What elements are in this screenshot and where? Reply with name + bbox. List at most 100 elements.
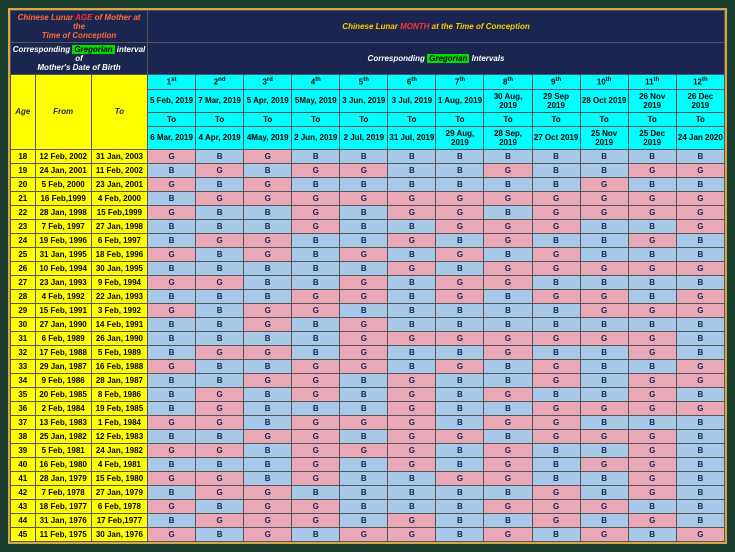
gender-cell: B bbox=[244, 289, 292, 303]
month-start-7: 30 Aug, 2019 bbox=[484, 89, 532, 112]
gender-cell: B bbox=[628, 177, 676, 191]
month-ord-6: 7th bbox=[436, 75, 484, 90]
gender-cell: B bbox=[436, 303, 484, 317]
gender-cell: B bbox=[148, 457, 196, 471]
gender-cell: B bbox=[340, 205, 388, 219]
from-cell: 9 Feb, 1986 bbox=[35, 373, 91, 387]
gender-cell: B bbox=[580, 219, 628, 233]
gender-cell: B bbox=[388, 289, 436, 303]
gender-cell: B bbox=[676, 247, 724, 261]
gender-cell: B bbox=[580, 233, 628, 247]
gender-cell: G bbox=[580, 499, 628, 513]
month-ord-3: 4th bbox=[292, 75, 340, 90]
month-ord-11: 12th bbox=[676, 75, 724, 90]
from-cell: 27 Jan, 1990 bbox=[35, 317, 91, 331]
gender-cell: G bbox=[292, 513, 340, 527]
month-ord-9: 10th bbox=[580, 75, 628, 90]
gender-cell: B bbox=[436, 415, 484, 429]
gender-cell: B bbox=[196, 429, 244, 443]
month-end-2: 4May, 2019 bbox=[244, 126, 292, 149]
gender-cell: B bbox=[532, 303, 580, 317]
table-row: 362 Feb, 198419 Feb, 1985BGBBBGBBGGGG bbox=[11, 401, 725, 415]
from-cell: 19 Feb, 1996 bbox=[35, 233, 91, 247]
gender-cell: B bbox=[292, 401, 340, 415]
from-cell: 20 Feb, 1985 bbox=[35, 387, 91, 401]
table-row: 3713 Feb, 19831 Feb, 1984GGBGGGBGGBBB bbox=[11, 415, 725, 429]
gender-cell: G bbox=[244, 485, 292, 499]
table-row: 3027 Jan, 199014 Feb, 1991BBGBGBBBBBBB bbox=[11, 317, 725, 331]
gender-cell: G bbox=[388, 457, 436, 471]
gender-cell: G bbox=[628, 485, 676, 499]
gender-cell: G bbox=[244, 177, 292, 191]
gender-cell: G bbox=[244, 247, 292, 261]
from-cell: 28 Jan, 1998 bbox=[35, 205, 91, 219]
gender-cell: G bbox=[244, 373, 292, 387]
gender-cell: B bbox=[244, 457, 292, 471]
to-cell: 16 Feb, 1988 bbox=[91, 359, 147, 373]
gender-cell: G bbox=[388, 527, 436, 541]
gender-cell: B bbox=[388, 163, 436, 177]
to-cell: 11 Feb, 2002 bbox=[91, 163, 147, 177]
gender-cell: G bbox=[148, 359, 196, 373]
gender-cell: G bbox=[484, 345, 532, 359]
table-row: 316 Feb, 198926 Jan, 1990BBBBGGGGGGGB bbox=[11, 331, 725, 345]
month-start-1: 7 Mar, 2019 bbox=[196, 89, 244, 112]
gender-cell: G bbox=[532, 219, 580, 233]
gender-cell: G bbox=[292, 499, 340, 513]
age-cell: 45 bbox=[11, 527, 36, 541]
month-end-3: 2 Jun, 2019 bbox=[292, 126, 340, 149]
gender-cell: B bbox=[484, 359, 532, 373]
gender-cell: G bbox=[196, 415, 244, 429]
to-cell: 30 Jan, 1995 bbox=[91, 261, 147, 275]
gender-cell: B bbox=[340, 471, 388, 485]
gender-cell: G bbox=[148, 205, 196, 219]
gender-cell: G bbox=[628, 205, 676, 219]
gender-cell: B bbox=[532, 387, 580, 401]
gender-cell: G bbox=[148, 303, 196, 317]
gender-cell: G bbox=[436, 219, 484, 233]
gender-cell: G bbox=[580, 261, 628, 275]
gender-cell: G bbox=[436, 191, 484, 205]
gender-cell: B bbox=[484, 513, 532, 527]
table-row: 2116 Feb,19994 Feb, 2000BGGGGGGGGGGG bbox=[11, 191, 725, 205]
month-start-0: 5 Feb, 2019 bbox=[148, 89, 196, 112]
to-cell: 3 Feb, 1992 bbox=[91, 303, 147, 317]
gender-cell: G bbox=[148, 443, 196, 457]
from-cell: 24 Jan, 2001 bbox=[35, 163, 91, 177]
gender-cell: B bbox=[436, 345, 484, 359]
chart-container: Chinese Lunar AGE of Mother at theTime o… bbox=[8, 8, 727, 544]
table-row: 3825 Jan, 198212 Feb, 1983BBGGBGGBGGGB bbox=[11, 429, 725, 443]
gender-cell: G bbox=[484, 527, 532, 541]
gender-cell: G bbox=[148, 275, 196, 289]
month-to-9: To bbox=[580, 112, 628, 126]
month-to-8: To bbox=[532, 112, 580, 126]
gender-cell: B bbox=[148, 261, 196, 275]
gender-cell: B bbox=[676, 331, 724, 345]
age-cell: 39 bbox=[11, 443, 36, 457]
gender-cell: G bbox=[292, 163, 340, 177]
table-row: 427 Feb, 197827 Jan, 1979BGGBBBBBGBGB bbox=[11, 485, 725, 499]
month-ord-4: 5th bbox=[340, 75, 388, 90]
gender-cell: B bbox=[244, 443, 292, 457]
gender-cell: B bbox=[292, 177, 340, 191]
gender-cell: G bbox=[580, 457, 628, 471]
gender-cell: B bbox=[388, 149, 436, 163]
gender-cell: G bbox=[676, 205, 724, 219]
month-end-0: 6 Mar, 2019 bbox=[148, 126, 196, 149]
gender-cell: B bbox=[532, 177, 580, 191]
gender-cell: G bbox=[676, 373, 724, 387]
gender-cell: G bbox=[532, 205, 580, 219]
month-start-5: 3 Jul, 2019 bbox=[388, 89, 436, 112]
gender-cell: B bbox=[148, 219, 196, 233]
gender-cell: B bbox=[628, 149, 676, 163]
to-cell: 19 Feb, 1985 bbox=[91, 401, 147, 415]
gender-chart-table: Chinese Lunar AGE of Mother at theTime o… bbox=[10, 10, 725, 542]
gender-cell: B bbox=[148, 163, 196, 177]
gender-cell: G bbox=[292, 359, 340, 373]
gender-cell: B bbox=[340, 373, 388, 387]
gender-cell: G bbox=[436, 429, 484, 443]
gender-cell: G bbox=[292, 415, 340, 429]
age-cell: 31 bbox=[11, 331, 36, 345]
gender-cell: G bbox=[484, 261, 532, 275]
gender-cell: B bbox=[484, 205, 532, 219]
